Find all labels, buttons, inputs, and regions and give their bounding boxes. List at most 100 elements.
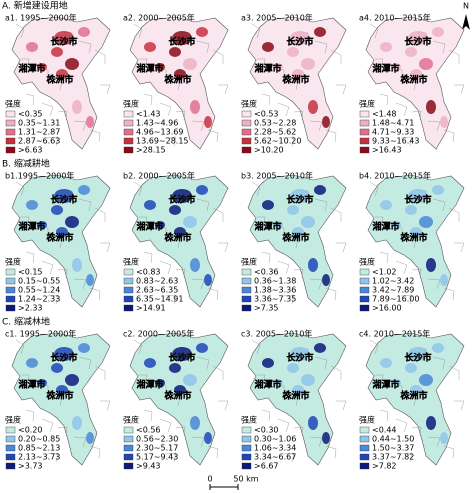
county-line (159, 260, 172, 275)
county-line (293, 110, 304, 121)
county-line (170, 76, 181, 91)
legend-label: >3.73 (18, 462, 43, 471)
legend-label: >6.67 (254, 462, 279, 471)
hotspot (204, 274, 212, 286)
hotspot (54, 31, 74, 45)
hotspot (172, 31, 192, 45)
hotspot (144, 358, 156, 368)
city-label: 长沙市 (404, 352, 431, 364)
panel-label: c2. 2000—2005年 (123, 329, 194, 339)
city-label: 长沙市 (286, 352, 313, 364)
county-line (257, 58, 266, 69)
hotspot (204, 432, 212, 444)
county-line (196, 198, 210, 212)
city-label: 长沙市 (50, 36, 77, 48)
hotspot (183, 58, 197, 70)
legend-swatch (241, 128, 252, 136)
hotspot (292, 385, 304, 395)
hotspot (292, 69, 304, 79)
legend-label: >10.20 (254, 146, 284, 155)
legend-swatch (359, 146, 370, 154)
county-line (406, 392, 417, 407)
hotspot (290, 347, 310, 361)
legend-title: 强度 (123, 257, 139, 267)
hotspot (174, 227, 186, 237)
hotspot (172, 189, 192, 203)
county-line (159, 102, 172, 117)
hotspot (419, 58, 433, 70)
legend-label: 1.38~3.36 (254, 286, 296, 295)
legend-swatch (5, 277, 16, 285)
county-line (15, 339, 25, 355)
hotspot (169, 205, 181, 215)
city-label: 长沙市 (286, 194, 313, 206)
hotspot (169, 47, 181, 57)
county-line (448, 49, 460, 64)
city-label: 株洲市 (282, 232, 309, 244)
hotspot (391, 63, 401, 71)
county-line (133, 23, 143, 39)
map-panel: b3. 2005—2010年长沙市湘潭市株洲市强度<0.360.36~1.381… (241, 171, 347, 313)
county-line (395, 418, 408, 433)
county-line (196, 356, 210, 370)
county-line (448, 207, 460, 222)
county-line (277, 418, 290, 433)
legend-label: 0.55~1.24 (18, 286, 60, 295)
county-line (395, 260, 408, 275)
legend-swatch (5, 268, 16, 276)
city-label: 株洲市 (46, 74, 73, 86)
legend-label: 0.15~0.55 (18, 277, 60, 286)
hotspot (314, 185, 326, 195)
county-line (325, 445, 337, 459)
legend-swatch (359, 277, 370, 285)
hotspot (273, 379, 283, 387)
hotspot (204, 116, 212, 128)
legend-swatch (359, 128, 370, 136)
hotspot (292, 227, 304, 237)
county-line (443, 129, 455, 143)
county-line (277, 102, 290, 117)
legend-swatch (5, 304, 16, 312)
section-title: B. 缩减耕地 (2, 158, 50, 170)
hotspot (426, 416, 436, 430)
legend-swatch (241, 304, 252, 312)
county-line (336, 84, 347, 95)
county-line (336, 400, 347, 411)
county-line (41, 260, 54, 275)
hotspot (410, 385, 422, 395)
hotspot (273, 221, 283, 229)
hotspot (290, 189, 310, 203)
county-line (379, 409, 389, 422)
hotspot (322, 274, 330, 286)
hotspot (273, 63, 283, 71)
hotspot (37, 63, 47, 71)
city-label: 株洲市 (400, 232, 427, 244)
county-line (375, 216, 384, 227)
county-line (196, 40, 210, 54)
hotspot (196, 27, 208, 37)
county-line (330, 49, 342, 64)
county-line (443, 445, 455, 459)
hotspot (86, 432, 94, 444)
city-label: 株洲市 (164, 232, 191, 244)
county-line (21, 374, 30, 385)
county-line (207, 445, 219, 459)
county-line (25, 251, 35, 264)
hotspot (301, 216, 315, 228)
legend-title: 强度 (359, 257, 375, 267)
city-label: 株洲市 (46, 232, 73, 244)
legend-swatch (123, 128, 134, 136)
legend-label: 1.06~3.34 (254, 444, 296, 453)
county-line (432, 40, 446, 54)
legend-swatch (359, 268, 370, 276)
county-line (261, 251, 271, 264)
hotspot (405, 363, 417, 373)
legend-swatch (123, 110, 134, 118)
county-line (164, 136, 177, 147)
county-line (432, 356, 446, 370)
legend-label: 0.85~2.13 (18, 444, 60, 453)
legend-label: 4.71~9.33 (372, 128, 414, 137)
legend-swatch (123, 453, 134, 461)
county-line (406, 234, 417, 249)
